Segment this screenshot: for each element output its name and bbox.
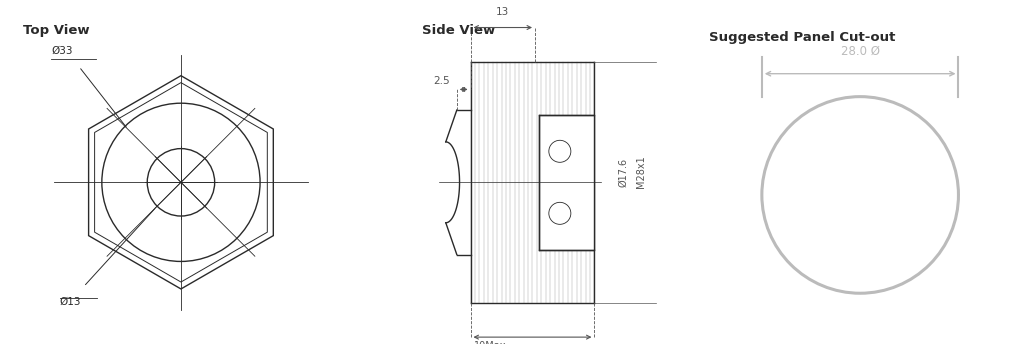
Text: Side View: Side View <box>422 24 496 37</box>
Text: M28x1: M28x1 <box>636 155 646 189</box>
Text: 28.0 Ø: 28.0 Ø <box>841 44 880 57</box>
Text: 10Max: 10Max <box>474 341 507 344</box>
Text: Suggested Panel Cut-out: Suggested Panel Cut-out <box>710 31 896 44</box>
Text: Top View: Top View <box>23 24 89 37</box>
Text: Ø13: Ø13 <box>59 297 81 307</box>
Text: 2.5: 2.5 <box>433 76 450 86</box>
Text: Ø17.6: Ø17.6 <box>618 158 629 186</box>
Text: Ø33: Ø33 <box>51 46 73 56</box>
Text: 13: 13 <box>497 7 509 17</box>
FancyBboxPatch shape <box>539 115 594 250</box>
